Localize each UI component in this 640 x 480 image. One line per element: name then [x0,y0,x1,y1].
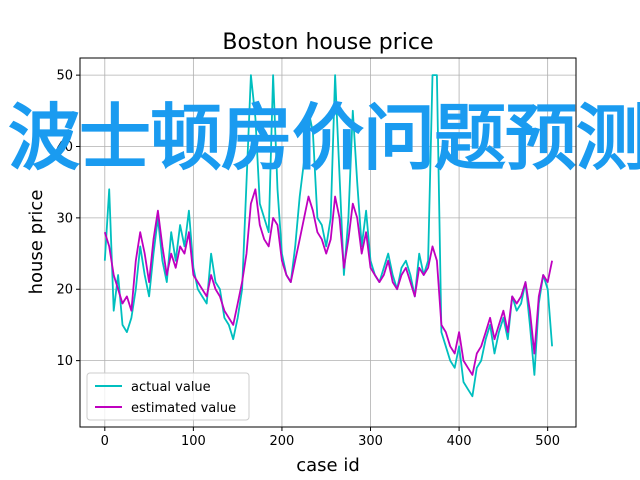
legend-box [86,372,250,421]
y-tick-label: 50 [56,69,73,84]
x-axis-label: case id [296,455,360,476]
y-tick-label: 40 [56,140,73,155]
plot-area [103,74,553,398]
chart-title: Boston house price [222,30,433,55]
series-line-estimated [103,188,553,376]
ticks: 0 100 200 300 400 500 10 20 30 40 50 [56,69,560,449]
x-tick-label: 400 [447,434,472,449]
legend: actual value estimated value [86,372,250,421]
overlay-title-text: 波士顿房价问题预测 [8,96,640,180]
y-tick-label: 30 [56,211,73,226]
y-axis-label: house price [26,190,47,295]
axes-frame [79,57,577,428]
legend-label-estimated: estimated value [131,401,236,416]
series-line-actual [103,74,553,398]
x-tick-label: 500 [535,434,560,449]
y-tick-label: 10 [56,354,73,369]
x-tick-label: 300 [358,434,383,449]
legend-label-actual: actual value [131,380,211,395]
x-tick-label: 100 [181,434,206,449]
x-tick-label: 200 [270,434,295,449]
y-tick-label: 20 [56,283,73,298]
x-tick-label: 0 [101,434,109,449]
